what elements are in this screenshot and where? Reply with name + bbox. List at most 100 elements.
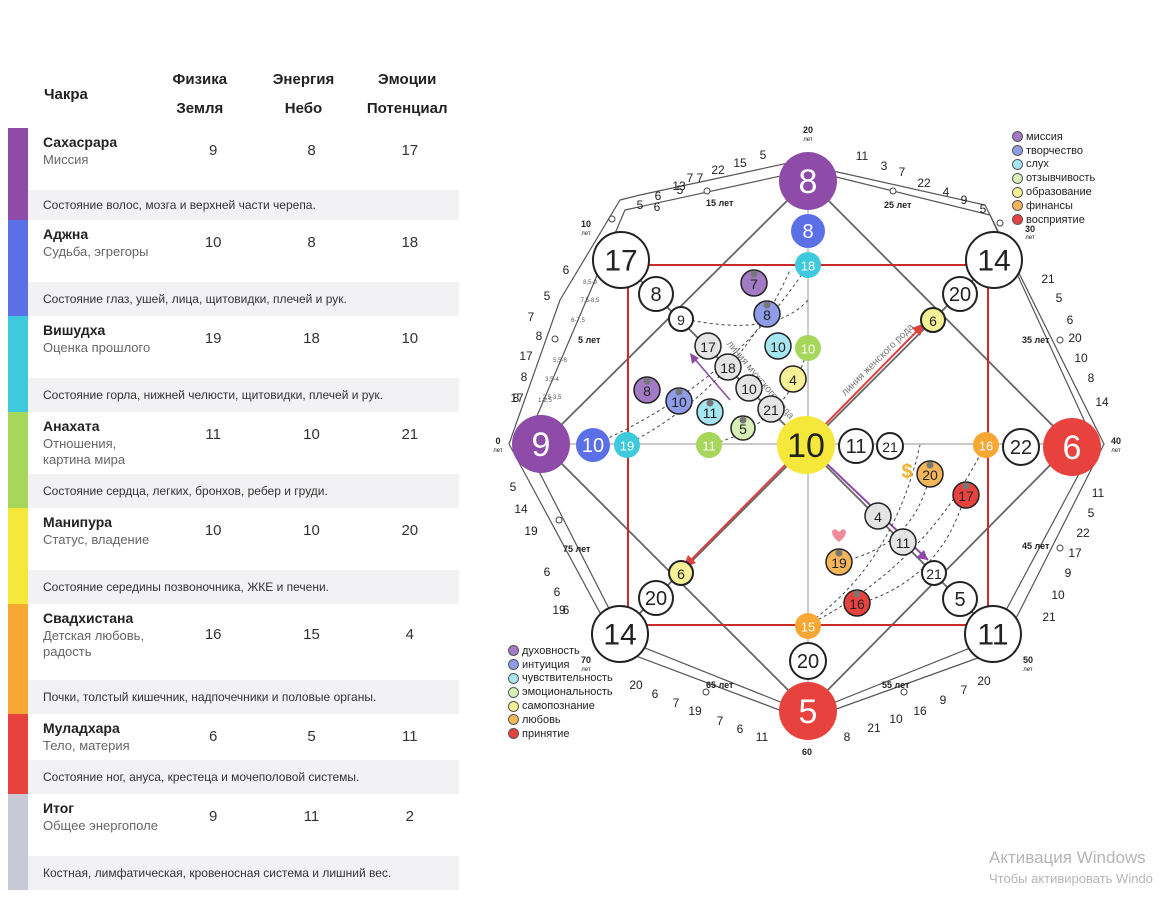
chakra-top-node (753, 300, 781, 328)
chakra-row: Свадхистана Детская любовь, радость 16 1… (8, 604, 459, 714)
header-emotions-label: Эмоции (377, 71, 437, 88)
dashed-connection (679, 299, 809, 326)
matrix-number: 10 (741, 381, 757, 397)
chakra-emotions-value: 18 (401, 234, 419, 251)
chakra-color-bar (8, 412, 28, 508)
matrix-number: 11 (702, 439, 716, 454)
matrix-number: 6 (677, 566, 685, 582)
chakra-name: Аджна (43, 226, 89, 242)
age-label: 35 лет (1022, 335, 1050, 345)
legend-label: принятие (522, 727, 570, 740)
age-range-label: 1-2,5 (538, 398, 552, 404)
top-node (779, 152, 837, 210)
matrix-number: 15 (801, 620, 815, 635)
legend-dot-icon (1012, 145, 1023, 157)
outer-number: 7 (717, 714, 724, 728)
outer-number: 7 (899, 165, 906, 179)
outer-number: 6 (654, 200, 661, 214)
chakra-description: Состояние волос, мозга и верхней части ч… (28, 190, 459, 220)
legend-dot-icon (508, 728, 519, 740)
bl-3-node (668, 560, 694, 586)
outer-number: 6 (563, 603, 570, 617)
outer-number: 15 (733, 156, 747, 170)
matrix-number: 8 (802, 221, 813, 243)
legend-bottom: духовность интуиция чувствительность эмоцио… (508, 644, 613, 741)
bottom-node (779, 682, 837, 740)
chakra-top-node (740, 269, 768, 297)
marker-dot (853, 590, 861, 598)
matrix-number: 11 (846, 436, 867, 458)
chakra-row: Муладхара Тело, материя 6 5 11 Состояние… (8, 714, 459, 794)
matrix-number: 4 (874, 509, 882, 525)
matrix-number: 17 (958, 488, 974, 504)
age-unit: лет (1025, 235, 1035, 241)
chakra-physics-value: 16 (204, 626, 222, 643)
chakra-name-cell: Муладхара Тело, материя (28, 714, 164, 754)
age-label: 5 лет (578, 335, 601, 345)
chakra-name: Свадхистана (43, 610, 134, 626)
chakra-name: Анахата (43, 418, 100, 434)
header-physics-label: Физика (172, 71, 228, 88)
outer-number: 6 (1067, 313, 1074, 327)
outer-number: 8 (844, 730, 851, 744)
purple-line-up (692, 356, 731, 401)
legend-dot-icon (1012, 131, 1023, 143)
chakra-description: Состояние ног, ануса, крестеца и мочепол… (28, 760, 459, 794)
chakra-description: Почки, толстый кишечник, надпочечники и … (28, 680, 459, 714)
outer-number: 6 (652, 687, 659, 701)
legend-item: любовь (508, 713, 613, 727)
matrix-number: 20 (797, 651, 819, 673)
marker-dot (962, 482, 970, 490)
chakra-row: Анахата Отношения, картина мира 11 10 21… (8, 412, 459, 508)
frame-tick (889, 187, 897, 195)
marker-dot (835, 549, 843, 557)
outer-number: 8 (1088, 371, 1095, 385)
matrix-number: 14 (603, 619, 636, 652)
matrix-number: 19 (831, 555, 847, 571)
outer-number: 6 (554, 585, 561, 599)
watermark-subtitle: Чтобы активировать Windo (989, 871, 1153, 886)
tl-2-node (638, 276, 674, 312)
mid-diag-node (694, 332, 722, 360)
chakra-row-main: Манипура Статус, владение 10 10 20 (28, 508, 459, 570)
dashed-connection (805, 444, 921, 626)
outer-number: 21 (1042, 610, 1056, 624)
age-range-label: 8,5-9 (583, 280, 597, 286)
frame-tick (551, 335, 559, 343)
chakra-physics-value: 11 (205, 426, 221, 443)
outer-number: 11 (756, 730, 769, 744)
outer-number: 6 (737, 722, 744, 736)
matrix-number: 11 (703, 405, 718, 421)
outer-number: 9 (940, 693, 947, 707)
chakra-row: Итог Общее энергополе 9 11 2 Костная, ли… (8, 794, 459, 890)
chakra-physics-value: 9 (208, 808, 218, 825)
marker-dot (926, 461, 934, 469)
outer-number: 10 (1074, 351, 1088, 365)
love-line-node (864, 502, 892, 530)
center-right-node (838, 428, 874, 464)
outer-number: 10 (889, 712, 903, 726)
matrix-number: 8 (799, 163, 818, 201)
legend-item: отзывчивость (1012, 171, 1095, 185)
outer-number: 17 (1068, 546, 1082, 560)
chakra-color-bar (8, 128, 28, 220)
legend-item: интуиция (508, 658, 613, 672)
age-label: 15 лет (706, 198, 734, 208)
legend-label: любовь (522, 713, 561, 726)
purple-arrowhead-up (690, 353, 699, 364)
chakra-energy-value: 5 (307, 728, 316, 745)
chakra-color-bar (8, 316, 28, 412)
legend-item: миссия (1012, 130, 1095, 144)
age-range-label: 3,5-4 (545, 377, 559, 383)
outer-number: 6 (655, 189, 662, 203)
love-line-node (889, 528, 917, 556)
age-unit: лет (1023, 667, 1033, 673)
age-label: 60 (802, 747, 812, 757)
age-label: 75 лет (563, 544, 591, 554)
marker-dot (750, 270, 758, 278)
age-label: 0 (495, 436, 500, 446)
outer-number: 5 (544, 289, 551, 303)
top-left-node (592, 231, 650, 289)
chakra-name-cell: Манипура Статус, владение (28, 508, 164, 548)
outer-number: 19 (688, 704, 702, 718)
